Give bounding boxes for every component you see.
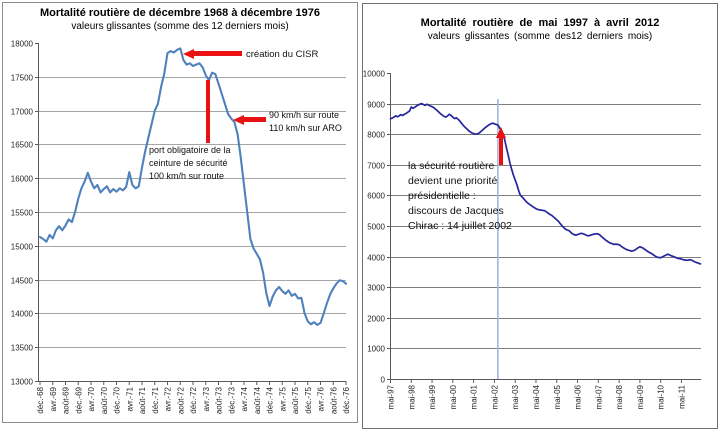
x-tick-label: mai-02: [490, 384, 499, 409]
x-tick-label: mai-08: [615, 384, 624, 409]
x-tick-label: mai-09: [636, 384, 645, 409]
y-tick-label: 8000: [367, 130, 385, 139]
left-chart-subtitle: valeurs glissantes (somme des 12 dernier…: [71, 21, 289, 32]
y-tick-label: 18000: [11, 39, 34, 48]
chirac-arrow-bar: [499, 137, 503, 165]
x-tick-label: avr.-73: [202, 386, 211, 411]
x-tick-label: déc.-74: [266, 386, 275, 413]
y-tick-label: 15500: [11, 208, 34, 217]
chirac-arrow-head-icon: [495, 127, 506, 138]
x-tick-label: mai-11: [677, 384, 686, 408]
axis-tick-labels: 1000090008000700060005000400030002000100…: [363, 69, 686, 409]
chart-panel-1997-2012: 10000 9000 8000 7000 6000 5000 4000 3000 2000 100…: [362, 3, 718, 429]
seatbelt-marker-line: [206, 80, 210, 143]
right-chart-canvas: 1000090008000700060005000400030002000100…: [363, 69, 702, 409]
x-tick-label: avr.-70: [87, 386, 96, 411]
speedlimit-arrow-bar: [244, 117, 266, 122]
x-tick-label: août-74: [253, 386, 262, 414]
chart-panel-1968-1976: 18000 17500 17000 16500 16000 15500 15000 14500…: [2, 2, 358, 423]
x-tick-label: mai-10: [657, 384, 666, 409]
x-tick-label: déc.-69: [74, 386, 83, 413]
x-tick-label: mai-01: [470, 384, 479, 409]
x-tick-label: déc.-68: [36, 386, 45, 413]
y-tick-label: 17500: [11, 73, 34, 82]
y-tick-label: 9000: [367, 100, 385, 109]
y-tick-label: 16000: [11, 174, 34, 183]
annotation-creation-cisr: création du CISR: [246, 49, 319, 60]
x-tick-label: déc.-71: [151, 386, 160, 413]
x-tick-label: avr.-72: [164, 386, 173, 411]
y-tick-label: 7000: [367, 161, 385, 170]
x-tick-label: avr.-69: [49, 386, 58, 411]
mortality-line: [389, 102, 702, 265]
x-tick-label: mai-05: [553, 384, 562, 409]
annotation-seatbelt: port obligatoire de la ceinture de sécur…: [149, 145, 231, 181]
x-tick-label: déc.-72: [189, 386, 198, 413]
x-tick-label: mai-07: [594, 384, 603, 409]
x-tick-label: mai-98: [407, 384, 416, 409]
cisr-arrow-bar: [194, 51, 242, 56]
gridlines: [390, 104, 701, 349]
y-tick-label: 17000: [11, 107, 34, 116]
x-tick-label: mai-97: [387, 384, 396, 409]
right-chart-subtitle: valeurs glissantes (somme des12 derniers…: [427, 31, 653, 42]
x-tick-label: déc.-73: [227, 386, 236, 413]
x-tick-label: avr.-76: [317, 386, 326, 411]
y-tick-label: 4000: [367, 253, 385, 262]
left-chart-title: Mortalité routière de décembre 1968 à dé…: [39, 7, 321, 19]
x-tick-label: août-69: [62, 386, 71, 414]
x-tick-label: mai-06: [574, 384, 583, 409]
y-tick-label: 3000: [367, 283, 385, 292]
axes: [35, 43, 347, 385]
y-tick-label: 0: [381, 375, 386, 384]
y-tick-label: 13000: [11, 377, 34, 386]
x-tick-label: août-76: [329, 386, 338, 414]
annotation-speedlimit: 90 km/h sur route 110 km/h sur ARO: [269, 110, 342, 133]
axis-tick-labels: 18000 17500 17000 16500 16000 15500 15000 14500…: [11, 39, 351, 414]
x-tick-label: août-72: [176, 386, 185, 414]
x-tick-label: mai-99: [428, 384, 437, 409]
left-chart-canvas: 18000 17500 17000 16500 16000 15500 15000 14500…: [11, 39, 351, 414]
y-tick-label: 1000: [367, 344, 385, 353]
x-tick-label: avr.-71: [125, 386, 134, 411]
x-tick-label: août-73: [215, 386, 224, 414]
y-tick-label: 2000: [367, 314, 385, 323]
x-tick-label: août-71: [138, 386, 147, 414]
axes: [387, 73, 701, 383]
x-tick-label: avr.-75: [278, 386, 287, 411]
annotation-chirac-speech: la sécurité routière devient une priorit…: [408, 160, 512, 232]
x-tick-label: avr.-74: [240, 386, 249, 411]
speedlimit-arrow-head-icon: [233, 114, 244, 125]
x-tick-label: mai-00: [449, 384, 458, 409]
y-tick-label: 6000: [367, 191, 385, 200]
cisr-arrow-head-icon: [183, 48, 194, 59]
y-tick-label: 15000: [11, 242, 34, 251]
x-tick-label: déc.-75: [304, 386, 313, 413]
y-tick-label: 14500: [11, 276, 34, 285]
x-tick-label: déc.-70: [113, 386, 122, 413]
y-tick-label: 13500: [11, 343, 34, 352]
right-chart-title: Mortalité routière de mai 1997 à avril 2…: [420, 17, 660, 29]
y-tick-label: 5000: [367, 222, 385, 231]
x-tick-label: mai-04: [532, 384, 541, 409]
x-tick-label: août-70: [100, 386, 109, 414]
y-tick-label: 10000: [363, 69, 386, 78]
mortality-line: [38, 47, 348, 326]
y-tick-label: 14000: [11, 309, 34, 318]
x-tick-label: août-75: [291, 386, 300, 414]
x-tick-label: déc.-76: [342, 386, 351, 413]
x-tick-label: mai-03: [511, 384, 520, 409]
y-tick-label: 16500: [11, 140, 34, 149]
